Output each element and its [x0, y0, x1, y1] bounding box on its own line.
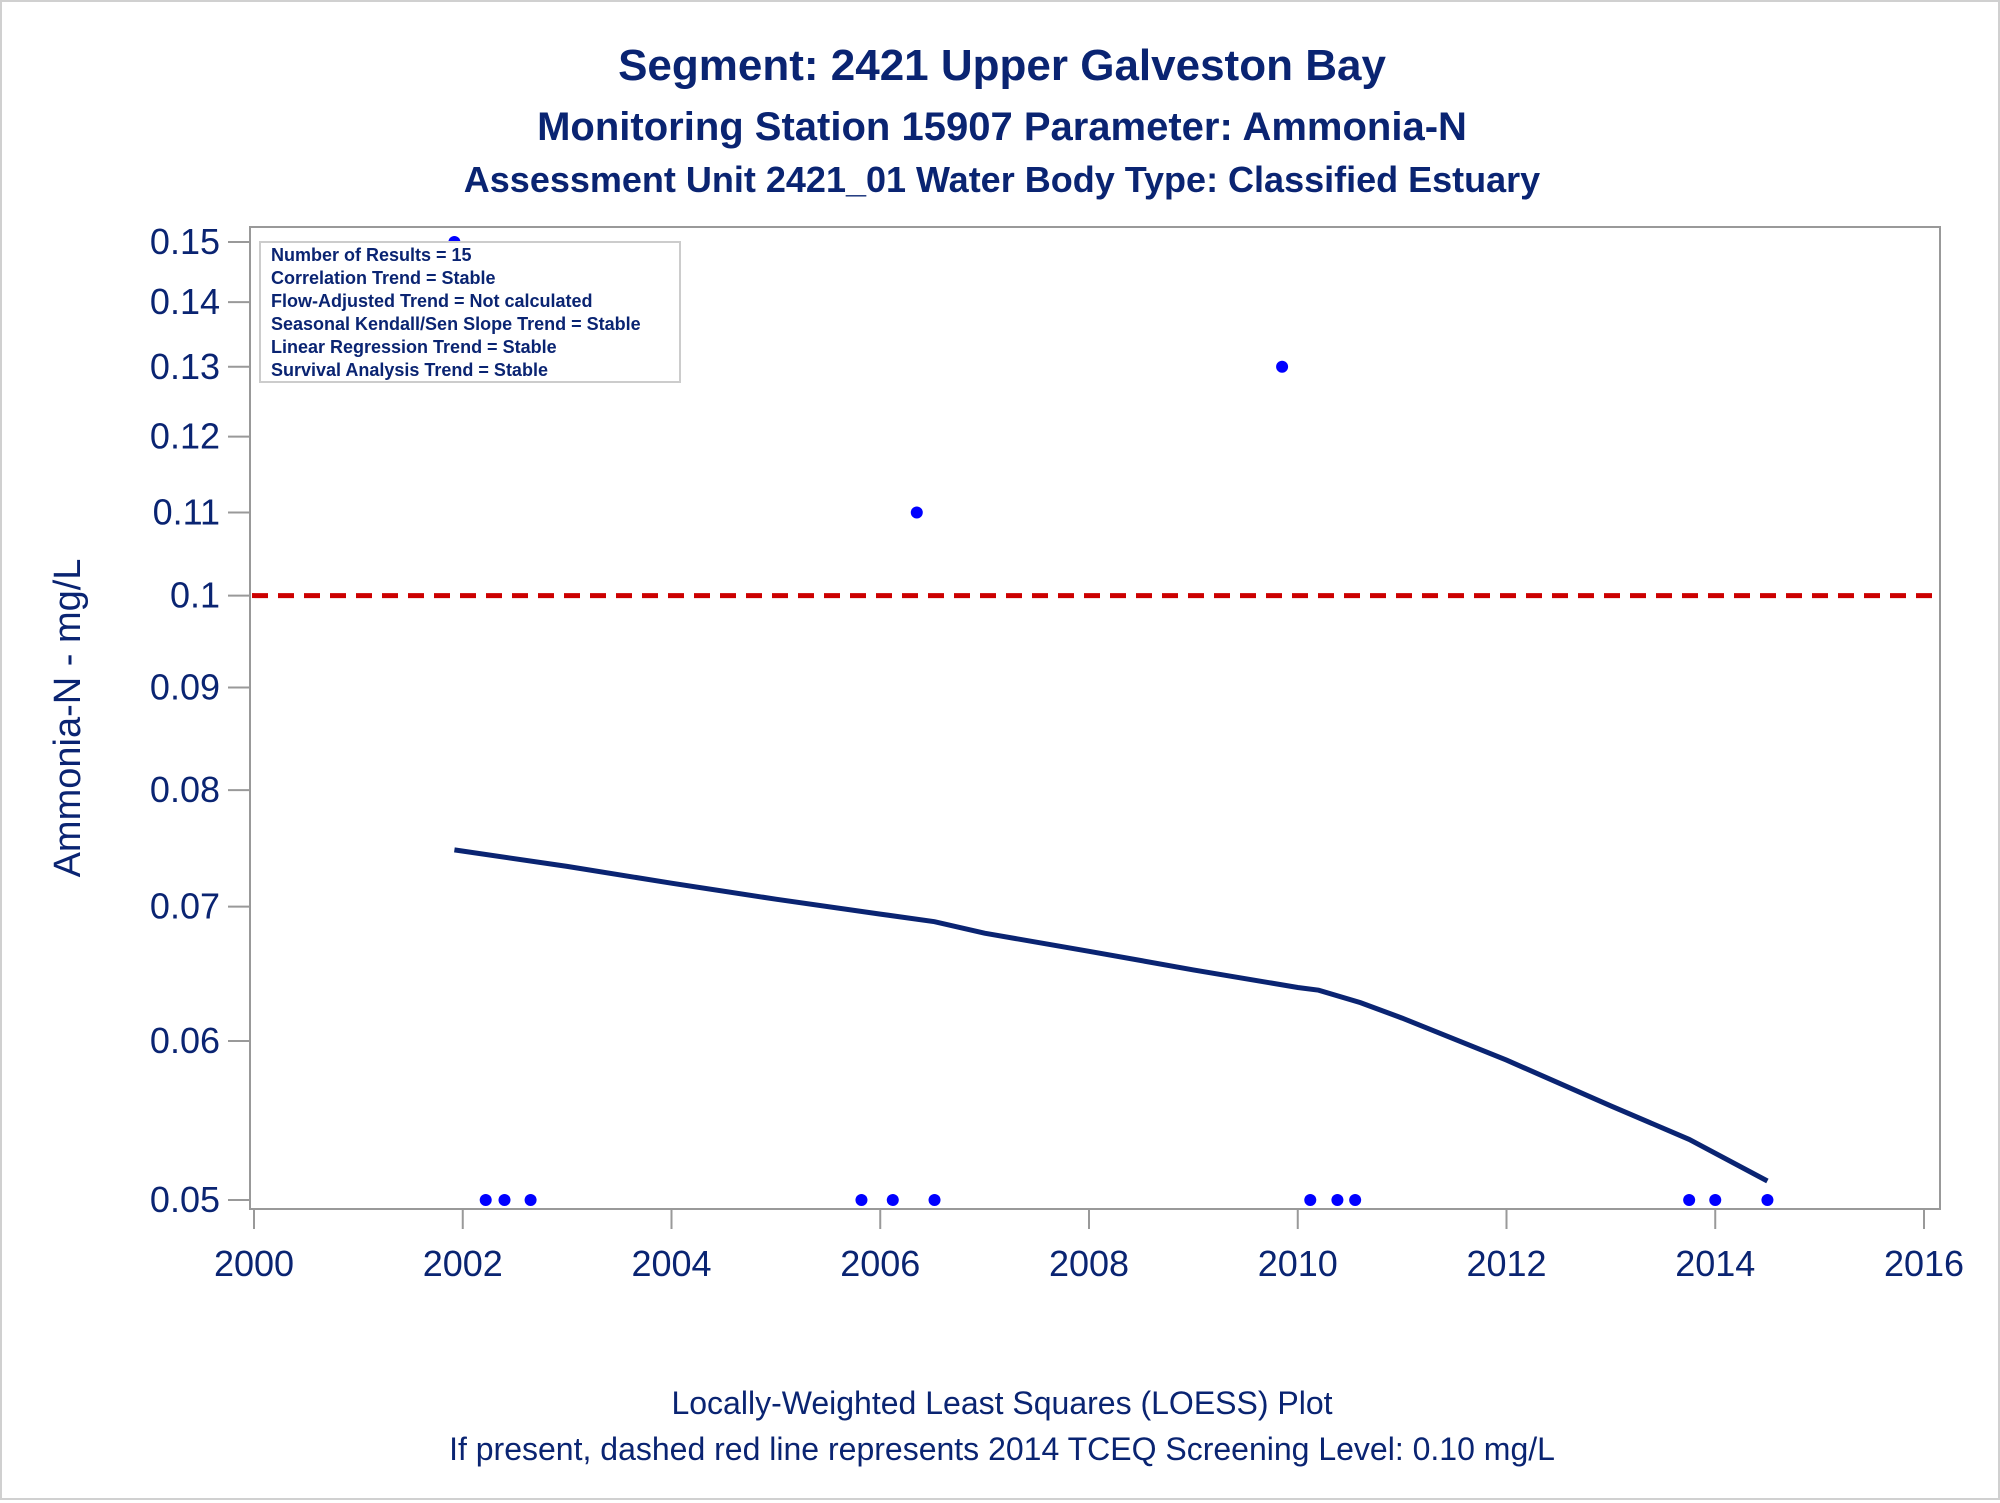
data-point [1304, 1194, 1317, 1206]
y-axis: 0.05 0.06 0.07 0.08 0.09 0.1 0.11 0.12 0.13 0.14 0… [150, 221, 250, 1220]
footer-line-2: If present, dashed red line represents 2… [449, 1431, 1555, 1467]
stats-line-seasonal-kendall: Seasonal Kendall/Sen Slope Trend = Stabl… [271, 314, 641, 334]
stats-line-survival: Survival Analysis Trend = Stable [271, 360, 548, 380]
y-tick-label: 0.14 [150, 281, 220, 322]
y-tick-label: 0.15 [150, 221, 220, 262]
stats-line-linear-regression: Linear Regression Trend = Stable [271, 337, 557, 357]
y-tick-label: 0.12 [150, 416, 220, 457]
data-point [479, 1194, 492, 1206]
data-point [1683, 1194, 1696, 1206]
data-point [886, 1194, 899, 1206]
data-point [524, 1194, 537, 1206]
data-point [1709, 1194, 1722, 1206]
y-tick-label: 0.08 [150, 769, 220, 810]
y-tick-label: 0.07 [150, 886, 220, 927]
stats-line-results: Number of Results = 15 [271, 245, 472, 265]
y-tick-label: 0.11 [153, 491, 220, 532]
stats-line-correlation: Correlation Trend = Stable [271, 268, 496, 288]
y-tick-label: 0.06 [150, 1020, 220, 1061]
data-point [498, 1194, 511, 1206]
y-axis-label: Ammonia-N - mg/L [47, 559, 89, 878]
plot-area [249, 226, 1941, 1210]
chart-subtitle: Monitoring Station 15907 Parameter: Ammo… [537, 105, 1467, 149]
data-point [855, 1194, 868, 1206]
data-points [448, 236, 1774, 1206]
y-tick-label: 0.13 [150, 346, 220, 387]
x-axis: 2000 2002 2004 2006 2008 2010 2012 2014 2016 [214, 1209, 1964, 1284]
data-point [1349, 1194, 1362, 1206]
stats-box: Number of Results = 15 Correlation Trend… [259, 241, 681, 383]
x-tick-label: 2012 [1466, 1243, 1546, 1284]
stats-line-flow-adjusted: Flow-Adjusted Trend = Not calculated [271, 291, 593, 311]
x-tick-label: 2000 [214, 1243, 294, 1284]
y-tick-label: 0.05 [150, 1179, 220, 1220]
data-point [1276, 360, 1289, 373]
x-tick-label: 2016 [1884, 1243, 1964, 1284]
data-point [1331, 1194, 1344, 1206]
data-point [910, 506, 923, 519]
y-tick-label: 0.1 [170, 575, 220, 616]
footer-line-1: Locally-Weighted Least Squares (LOESS) P… [671, 1385, 1332, 1421]
stats-box-frame [259, 241, 681, 383]
x-tick-label: 2004 [631, 1243, 711, 1284]
chart-title: Segment: 2421 Upper Galveston Bay [618, 41, 1386, 90]
y-tick-label: 0.09 [150, 666, 220, 707]
x-tick-label: 2002 [423, 1243, 503, 1284]
x-tick-label: 2008 [1049, 1243, 1129, 1284]
x-tick-label: 2010 [1258, 1243, 1338, 1284]
data-point [928, 1194, 941, 1206]
x-tick-label: 2006 [840, 1243, 920, 1284]
data-point [1761, 1194, 1774, 1206]
loess-line [454, 847, 1769, 1184]
chart-subtitle-2: Assessment Unit 2421_01 Water Body Type:… [464, 159, 1540, 200]
x-tick-label: 2014 [1675, 1243, 1755, 1284]
